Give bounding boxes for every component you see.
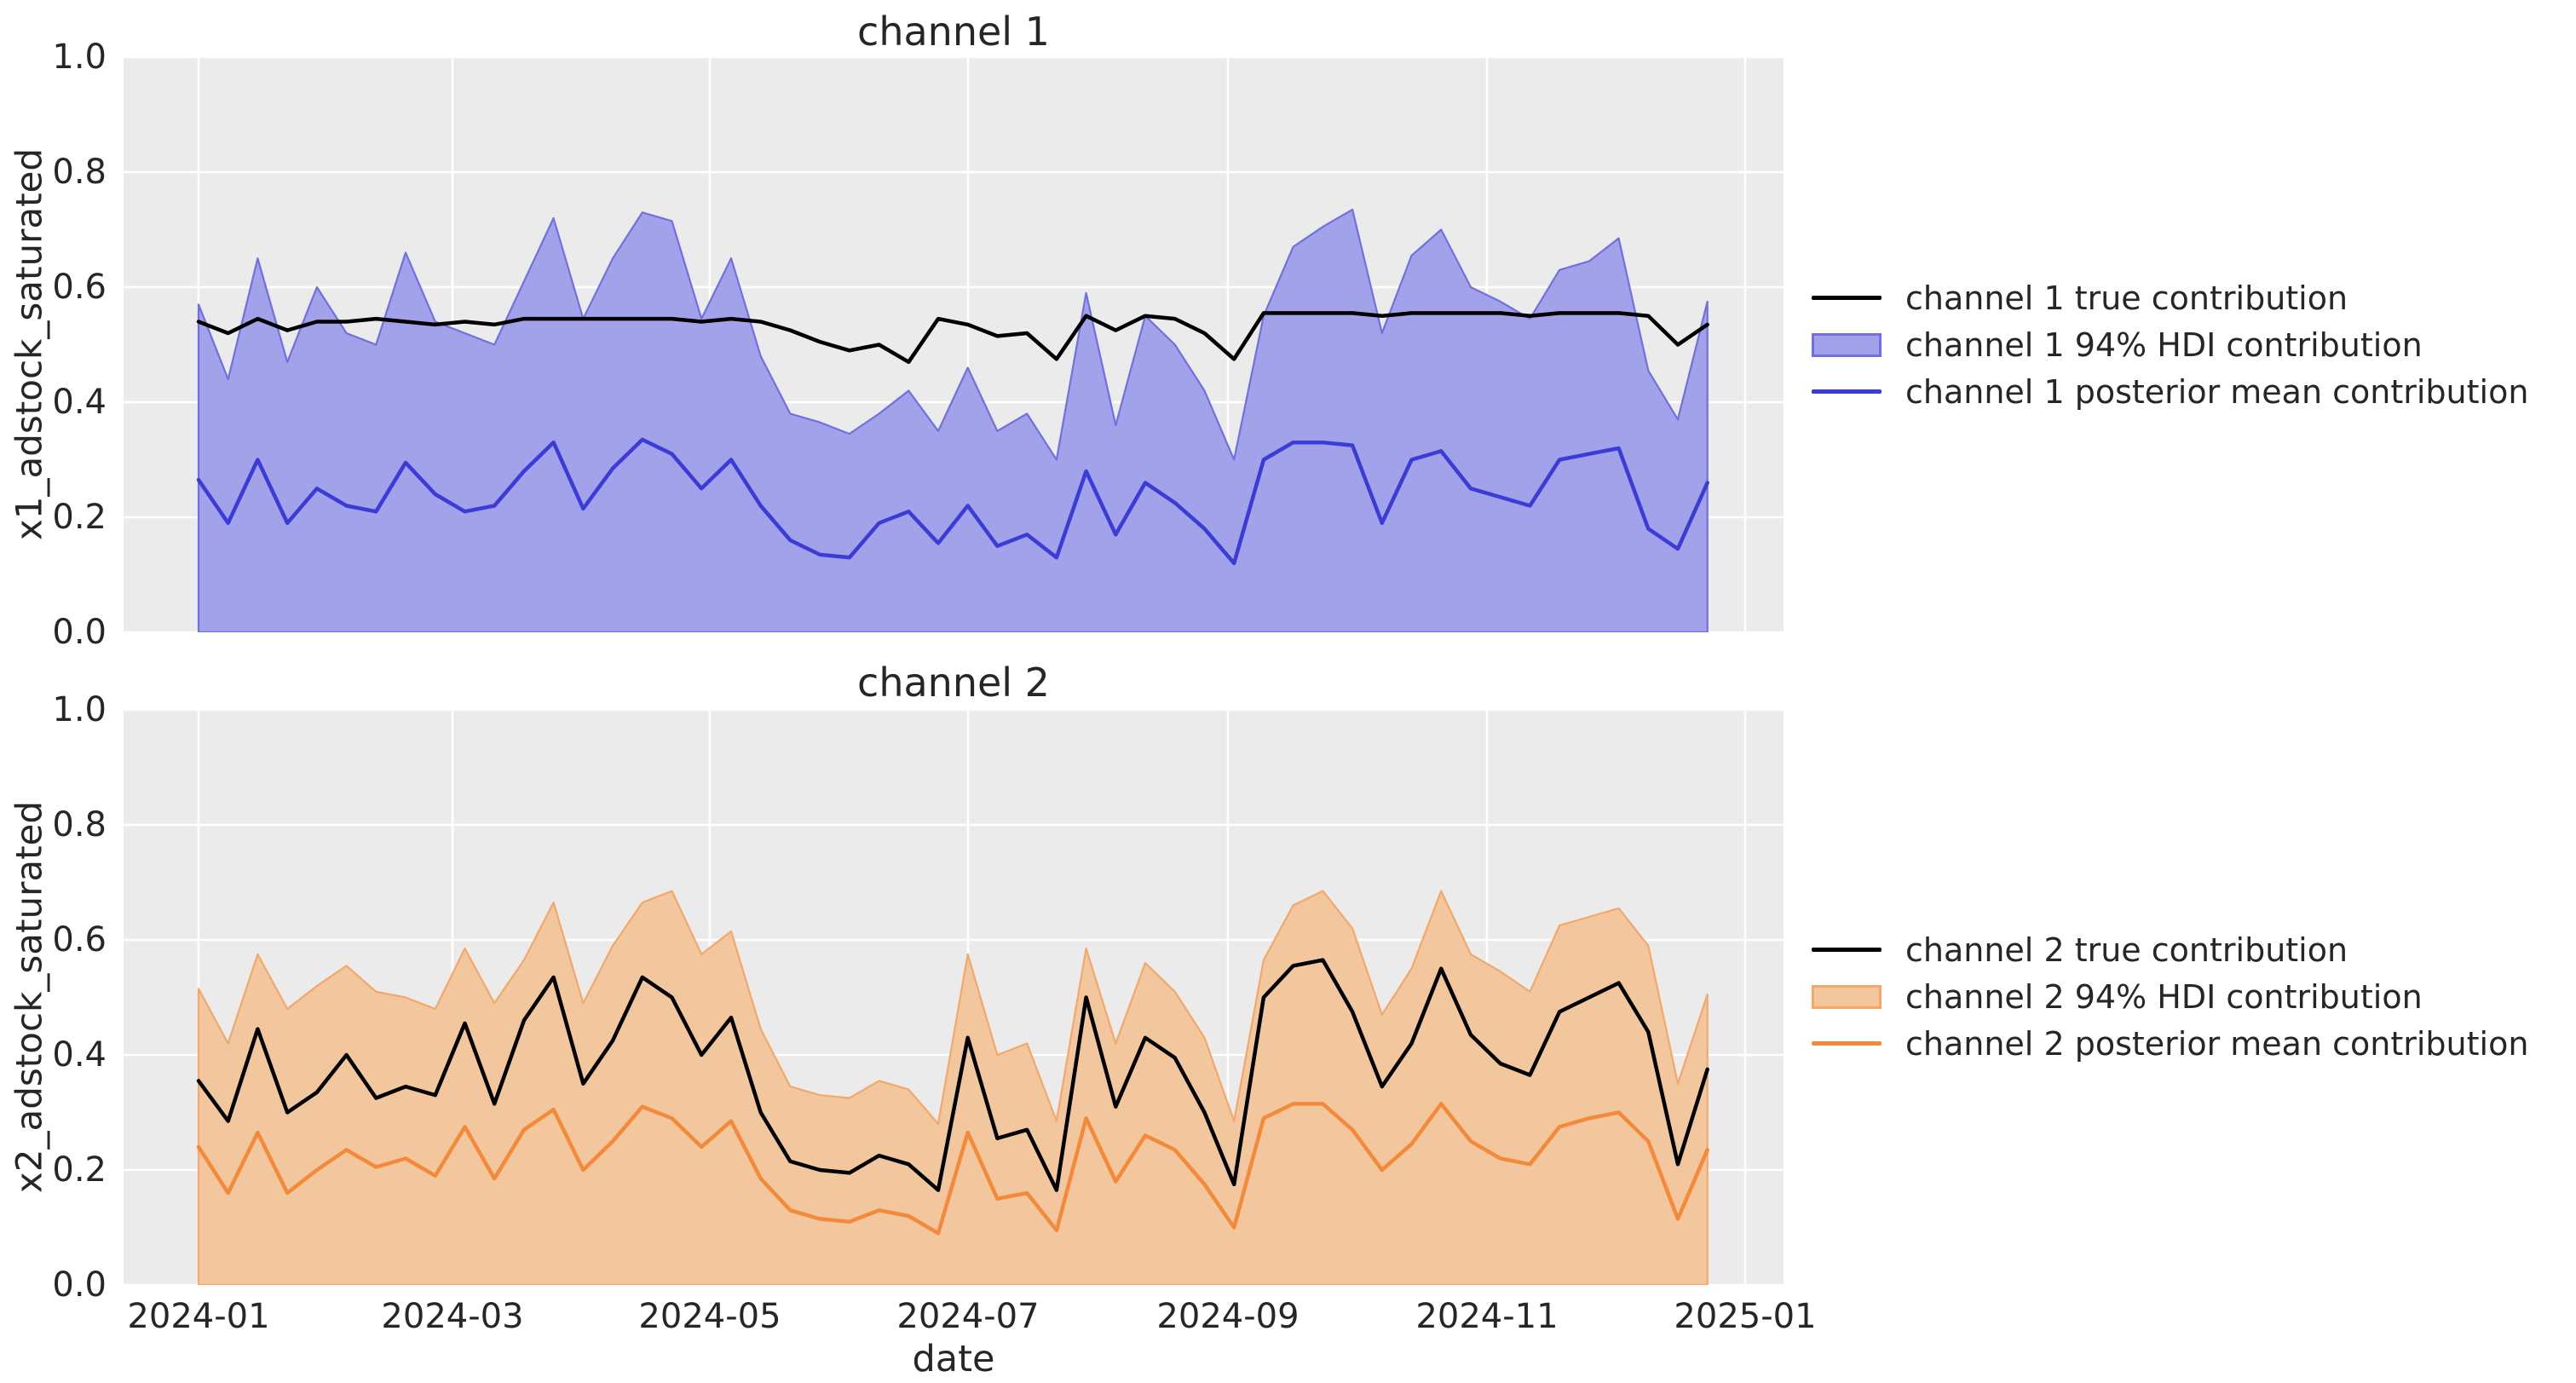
hdi-band-swatch [1812, 984, 1882, 1009]
chart2-plot-area [124, 710, 1784, 1285]
hdi-band-swatch [1812, 332, 1882, 357]
line-swatch [1812, 1041, 1882, 1046]
line-swatch [1812, 296, 1882, 300]
y-tick-label: 0.6 [52, 920, 107, 959]
legend-item: channel 1 94% HDI contribution [1812, 321, 2544, 368]
chart1-title: channel 1 [857, 9, 1050, 55]
legend-line-swatch [1812, 948, 1882, 952]
y-tick-label: 0.4 [52, 1035, 107, 1075]
y-tick-label: 0.0 [52, 1265, 107, 1305]
y-tick-label: 0.2 [52, 1150, 107, 1190]
legend-label: channel 1 true contribution [1905, 279, 2348, 317]
legend-line-swatch [1812, 1041, 1882, 1046]
chart1-legend: channel 1 true contribution channel 1 94%… [1812, 274, 2544, 415]
series-line [196, 1102, 1709, 1236]
legend-label: channel 2 true contribution [1905, 931, 2348, 969]
legend-label: channel 2 posterior mean contribution [1905, 1024, 2529, 1063]
y-tick-label: 1.0 [52, 37, 107, 77]
x-tick-label: 2024-03 [381, 1297, 524, 1336]
x-axis-label: date [912, 1338, 995, 1380]
legend-patch-swatch [1812, 332, 1882, 357]
legend-item: channel 1 posterior mean contribution [1812, 368, 2544, 415]
legend-item: channel 2 94% HDI contribution [1812, 973, 2544, 1020]
chart1-y-axis-label: x1_adstock_saturated [8, 147, 50, 541]
series-line [196, 958, 1709, 1192]
y-tick-label: 0.2 [52, 498, 107, 537]
legend-label: channel 1 posterior mean contribution [1905, 372, 2529, 411]
x-tick-label: 2024-07 [896, 1297, 1040, 1336]
x-tick-label: 2024-11 [1415, 1297, 1559, 1336]
legend-label: channel 2 94% HDI contribution [1905, 977, 2423, 1016]
y-tick-label: 1.0 [52, 690, 107, 729]
x-tick-label: 2024-05 [638, 1297, 781, 1336]
series-line [196, 437, 1709, 566]
x-tick-label: 2025-01 [1674, 1297, 1817, 1336]
chart2-y-axis-label: x2_adstock_saturated [8, 800, 50, 1194]
legend-line-swatch [1812, 296, 1882, 300]
y-tick-label: 0.0 [52, 613, 107, 652]
legend-item: channel 1 true contribution [1812, 274, 2544, 321]
legend-item: channel 2 true contribution [1812, 926, 2544, 973]
x-tick-label: 2024-01 [127, 1297, 270, 1336]
x-tick-label: 2024-09 [1156, 1297, 1300, 1336]
chart1-plot-area [124, 57, 1784, 632]
chart1-canvas [124, 57, 1784, 632]
hdi-band [197, 208, 1709, 632]
legend-patch-swatch [1812, 984, 1882, 1009]
legend-item: channel 2 posterior mean contribution [1812, 1020, 2544, 1067]
chart2-legend: channel 2 true contribution channel 2 94%… [1812, 926, 2544, 1067]
y-tick-label: 0.6 [52, 268, 107, 307]
legend-label: channel 1 94% HDI contribution [1905, 326, 2423, 364]
chart2-canvas [124, 710, 1784, 1285]
hdi-band [197, 890, 1709, 1285]
y-tick-label: 0.8 [52, 805, 107, 844]
line-swatch [1812, 948, 1882, 952]
y-tick-label: 0.4 [52, 383, 107, 422]
y-tick-label: 0.8 [52, 153, 107, 192]
legend-line-swatch [1812, 389, 1882, 394]
chart2-title: channel 2 [857, 660, 1050, 706]
line-swatch [1812, 389, 1882, 394]
series-line [196, 311, 1709, 365]
